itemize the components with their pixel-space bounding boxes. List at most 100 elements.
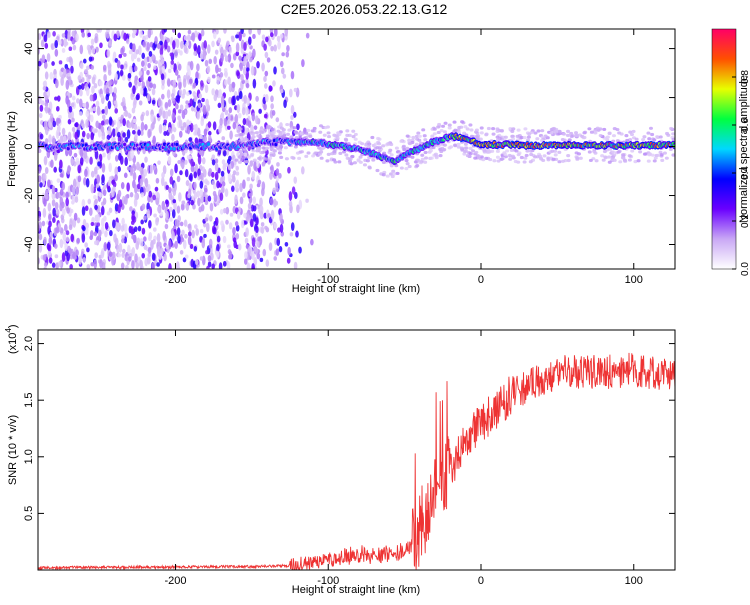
- noise-cell: [162, 230, 166, 241]
- halo-cell: [462, 152, 467, 156]
- noise-cell: [89, 108, 94, 113]
- noise-cell: [270, 209, 275, 220]
- noise-cell: [269, 85, 273, 92]
- noise-cell: [144, 177, 149, 188]
- noise-cell: [44, 105, 49, 114]
- noise-cell: [206, 44, 211, 54]
- noise-cell: [38, 257, 41, 265]
- noise-cell: [140, 129, 144, 136]
- noise-cell: [105, 118, 109, 125]
- halo-cell: [334, 134, 339, 138]
- snr-plot-area: [38, 352, 675, 570]
- noise-cell: [268, 39, 272, 47]
- noise-cell: [171, 133, 175, 142]
- noise-cell: [133, 65, 138, 72]
- noise-cell: [265, 36, 269, 43]
- halo-cell: [326, 131, 331, 135]
- noise-cell: [140, 219, 144, 225]
- noise-cell: [85, 101, 90, 110]
- halo-cell: [607, 131, 612, 136]
- noise-cell: [120, 238, 125, 244]
- noise-cell: [284, 29, 289, 37]
- noise-cell: [126, 166, 131, 171]
- halo-cell: [642, 152, 647, 156]
- noise-cell: [66, 99, 71, 109]
- noise-cell: [278, 172, 282, 179]
- noise-cell: [160, 73, 165, 81]
- noise-cell: [116, 30, 120, 39]
- halo-cell: [325, 159, 330, 163]
- noise-cell: [197, 102, 202, 109]
- noise-cell: [79, 44, 84, 55]
- halo-cell: [481, 158, 486, 162]
- noise-cell: [74, 131, 79, 140]
- noise-cell: [146, 213, 151, 219]
- noise-cell: [180, 126, 185, 131]
- noise-cell: [38, 112, 43, 119]
- noise-cell: [267, 158, 271, 165]
- figure-title: C2E5.2026.053.22.13.G12: [281, 1, 448, 17]
- noise-cell: [176, 266, 181, 269]
- snr-panel: -200 -100 0 100 0.5 1.0 1.5 2.0 Height of stra…: [4, 324, 676, 596]
- noise-cell: [197, 197, 201, 207]
- noise-cell: [149, 164, 154, 175]
- halo-cell: [240, 152, 245, 156]
- halo-cell: [616, 150, 621, 154]
- noise-cell: [182, 257, 187, 263]
- noise-cell: [226, 261, 231, 269]
- noise-cell: [84, 69, 88, 74]
- halo-cell: [402, 147, 407, 152]
- noise-cell: [196, 63, 200, 72]
- spectrogram-x-ticks: -200 -100 0 100: [164, 29, 643, 286]
- noise-cell: [83, 177, 87, 186]
- noise-cell: [219, 117, 223, 126]
- noise-cell: [189, 172, 193, 182]
- noise-cell: [38, 148, 42, 154]
- noise-cell: [61, 182, 66, 191]
- y-tick-label: 20: [23, 91, 35, 103]
- halo-cell: [607, 155, 612, 159]
- halo-cell: [360, 142, 365, 146]
- halo-cell: [238, 127, 243, 131]
- noise-cell: [56, 95, 61, 102]
- noise-cell: [67, 31, 71, 42]
- halo-cell: [529, 149, 534, 153]
- colorbar-tick-label: 0.2: [740, 214, 750, 228]
- noise-cell: [55, 226, 60, 234]
- noise-cell: [85, 110, 90, 118]
- noise-cell: [244, 237, 249, 245]
- noise-cell: [78, 255, 82, 265]
- ridge-core-cell: [123, 142, 127, 147]
- noise-cell: [155, 197, 160, 206]
- halo-cell: [279, 145, 284, 149]
- noise-cell: [225, 219, 229, 225]
- noise-cell: [178, 80, 182, 90]
- noise-cell: [174, 240, 178, 250]
- halo-cell: [367, 145, 372, 149]
- noise-cell: [241, 106, 246, 116]
- noise-cell: [84, 168, 88, 178]
- noise-cell: [211, 88, 215, 96]
- noise-cell: [182, 239, 187, 250]
- noise-cell: [38, 33, 42, 40]
- halo-cell: [625, 138, 630, 143]
- noise-cell: [259, 257, 264, 263]
- noise-cell: [42, 207, 47, 218]
- noise-cell: [133, 226, 138, 233]
- noise-cell: [89, 114, 94, 123]
- noise-cell: [191, 229, 195, 239]
- halo-cell: [252, 158, 257, 162]
- noise-cell: [195, 228, 199, 236]
- noise-cell: [139, 178, 144, 187]
- noise-cell: [205, 250, 209, 255]
- noise-cell: [179, 40, 184, 50]
- noise-cell: [276, 35, 281, 42]
- halo-cell: [468, 146, 473, 151]
- noise-cell: [40, 39, 45, 48]
- halo-cell: [237, 160, 242, 164]
- noise-cell: [230, 35, 235, 40]
- noise-cell: [97, 187, 101, 192]
- noise-cell: [141, 81, 146, 89]
- noise-cell: [259, 210, 264, 218]
- noise-cell: [41, 220, 46, 227]
